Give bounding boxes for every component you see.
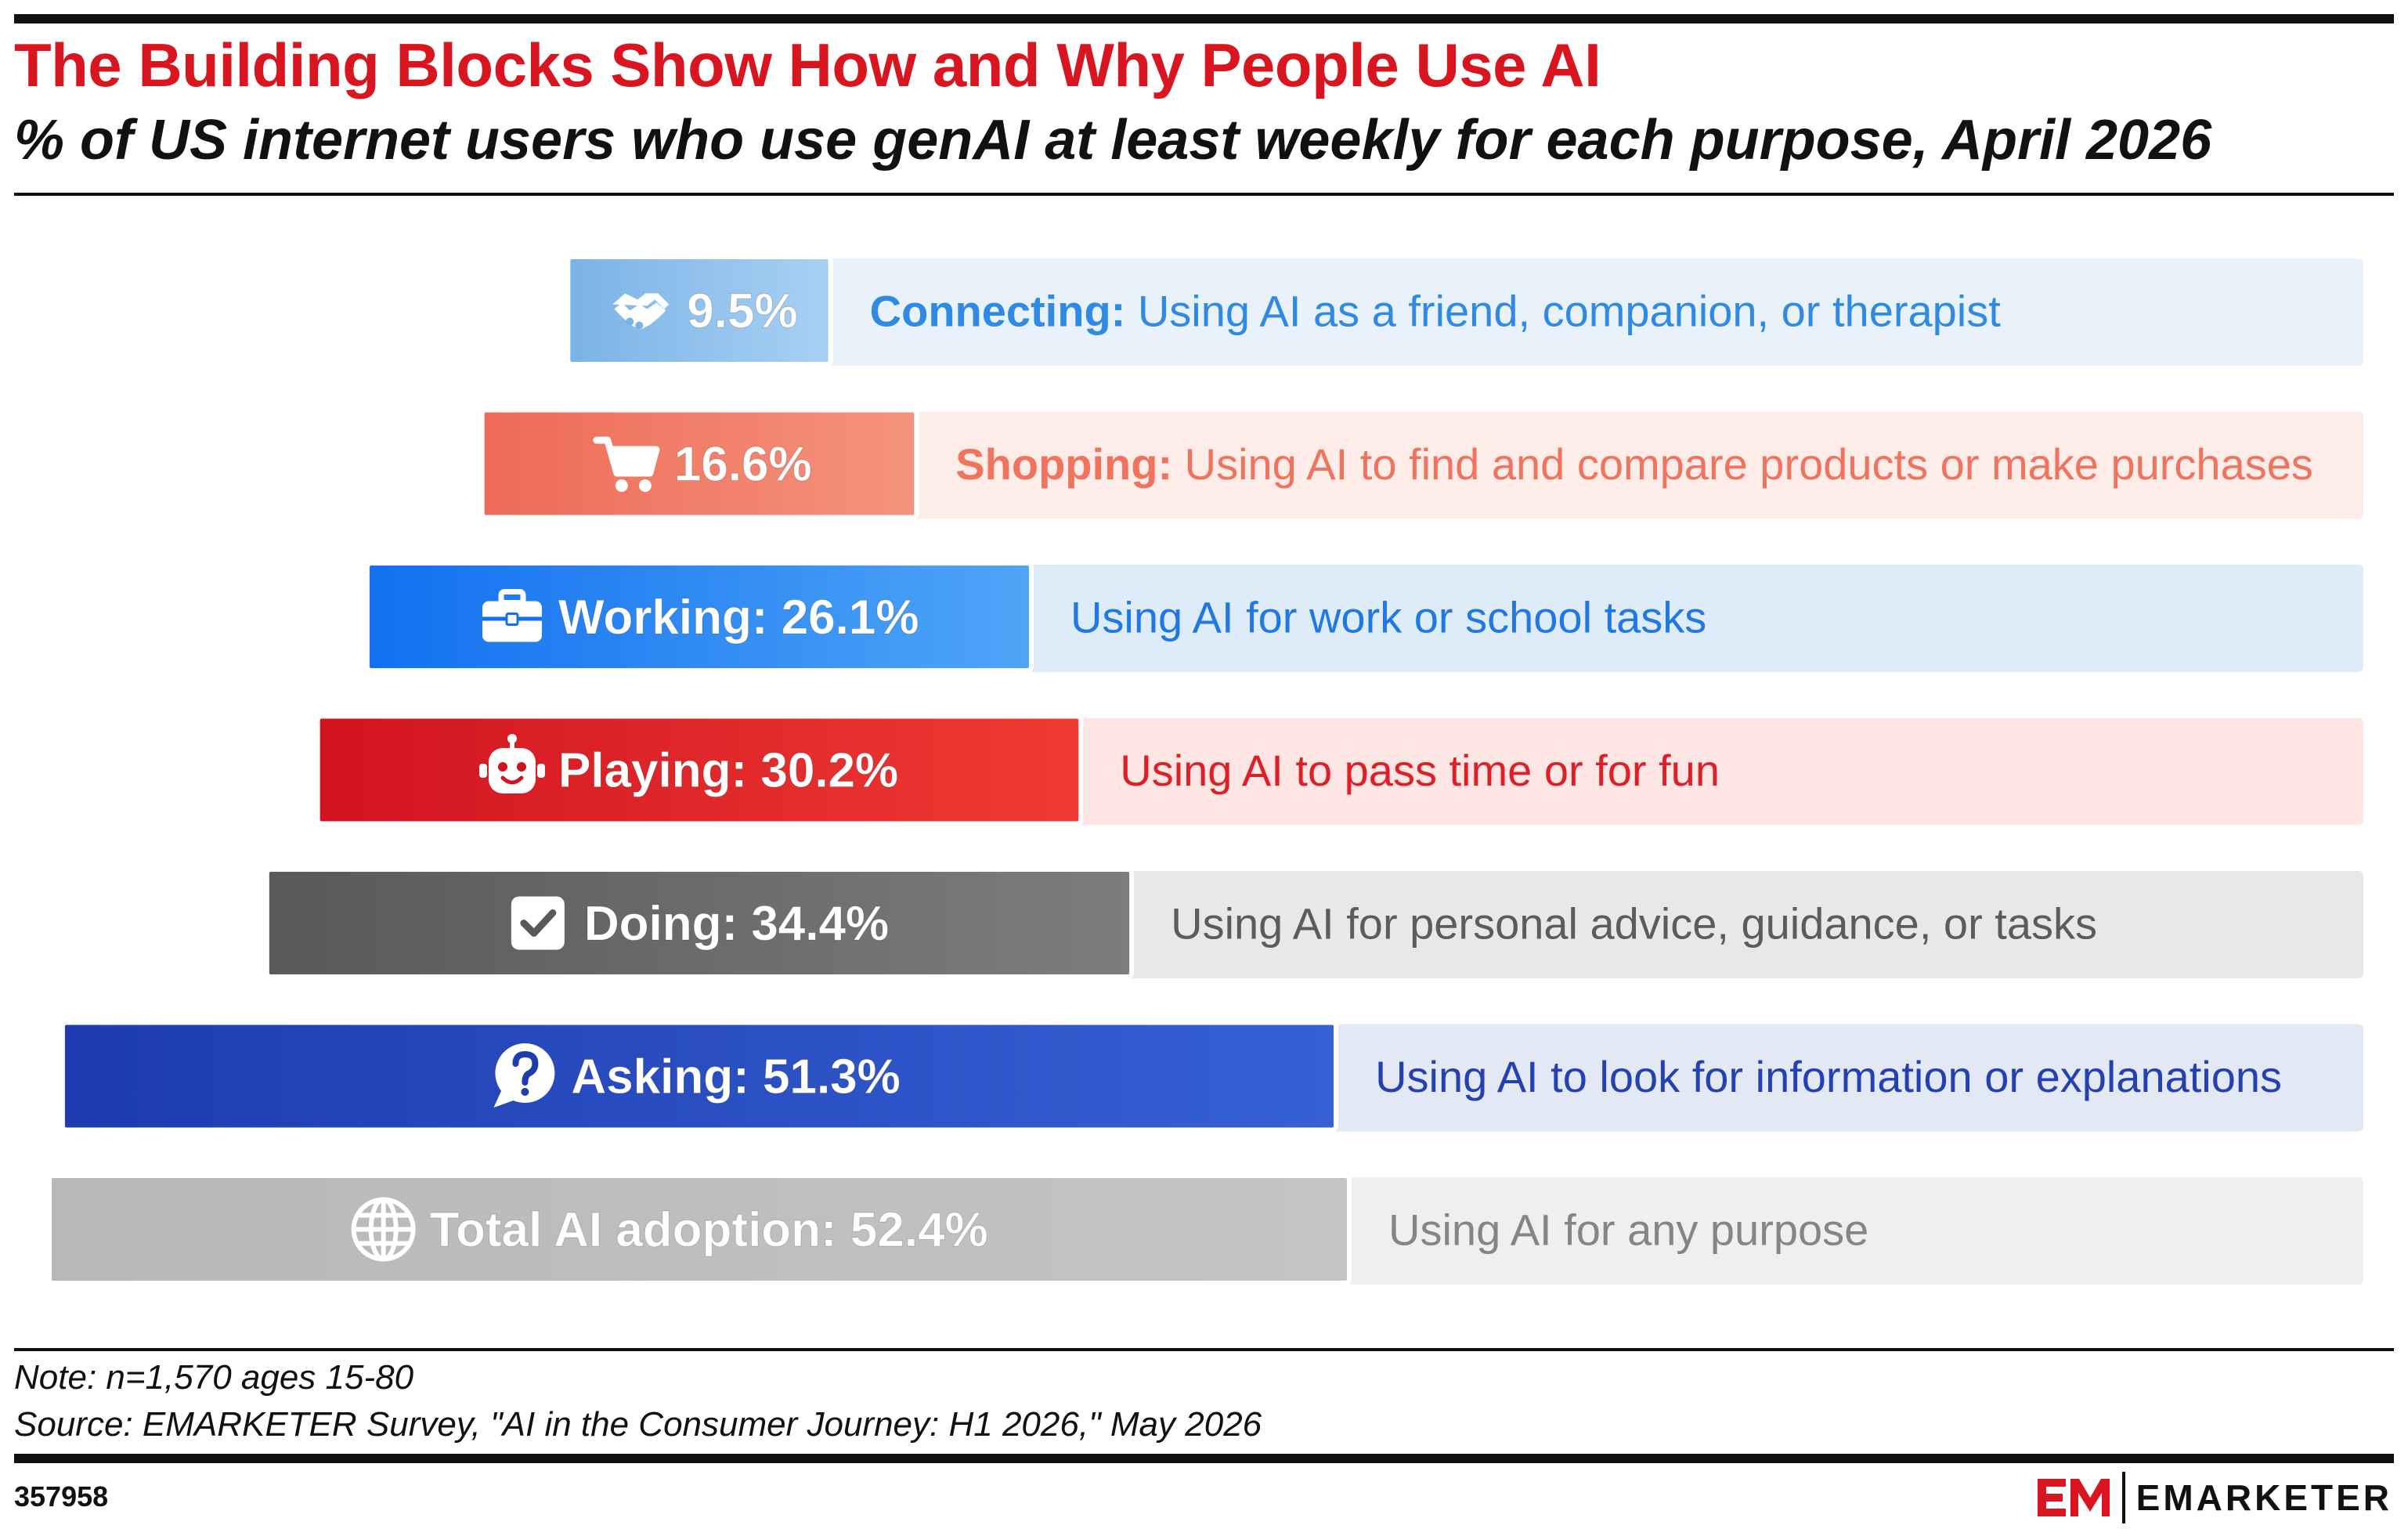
description-panel: [825, 258, 2363, 366]
bar-row: 9.5% Connecting: Using AI as a friend, co…: [565, 255, 2363, 367]
description-text: Using AI for work or school tasks: [1070, 593, 1706, 642]
shopping-cart-icon: [593, 436, 660, 492]
brand-separator: [2121, 1472, 2125, 1523]
description-label: Using AI as a friend, companion, or ther…: [1138, 287, 2001, 336]
bar-row: Working: 26.1% Using AI for work or schoo…: [365, 561, 2363, 673]
description-text: Using AI for any purpose: [1388, 1205, 1868, 1255]
description-text: Using AI for personal advice, guidance, …: [1171, 899, 2097, 949]
description-label: Using AI for work or school tasks: [1070, 593, 1706, 642]
footnote: Note: n=1,570 ages 15-80: [14, 1358, 414, 1397]
robot-icon: [478, 734, 545, 793]
bar-row: 16.6% Shopping: Using AI to find and comp…: [479, 407, 2363, 520]
bar-value-label: 16.6%: [674, 438, 812, 492]
description-panel: [1331, 1024, 2363, 1132]
bar: [565, 255, 833, 367]
description-label: Using AI to pass time or for fun: [1120, 746, 1720, 795]
chart-id: 357958: [14, 1480, 109, 1513]
chart-subtitle: % of US internet users who use genAI at …: [14, 109, 2212, 172]
em-logo-icon: [2037, 1479, 2110, 1516]
description-text: Using AI to look for information or expl…: [1375, 1052, 2282, 1101]
brand-lockup[interactable]: EMARKETER: [2034, 1468, 2392, 1527]
em-logo-e: [2037, 1479, 2066, 1516]
bar: [60, 1020, 1339, 1133]
bar-value-label: Working: 26.1%: [558, 591, 919, 645]
description-label: Using AI to look for information or expl…: [1375, 1052, 2282, 1101]
bar: [264, 867, 1135, 979]
description-panel: [1345, 1177, 2363, 1285]
description-text: Connecting: Using AI as a friend, compan…: [870, 287, 2002, 336]
checkbox-icon: [511, 896, 565, 950]
bar-value-label: Doing: 34.4%: [584, 897, 889, 951]
globe-icon: [351, 1197, 416, 1262]
description-label: Using AI to find and compare products or…: [1185, 439, 2313, 489]
bar-chart: 9.5% Connecting: Using AI as a friend, co…: [46, 255, 2363, 1285]
description-label: Using AI for personal advice, guidance, …: [1171, 899, 2097, 949]
description-text: Using AI to pass time or for fun: [1120, 746, 1720, 795]
em-logo-m: [2070, 1479, 2110, 1516]
top-rule: [14, 14, 2394, 23]
bar-value-label: 9.5%: [687, 284, 797, 338]
bar-row: Doing: 34.4% Using AI for personal advice…: [264, 867, 2363, 979]
category-label: Shopping:: [955, 439, 1184, 489]
description-panel: [1076, 717, 2363, 826]
bar: [479, 407, 919, 520]
question-bubble-icon: [493, 1043, 555, 1108]
bar-row: Asking: 51.3% Using AI to look for inform…: [60, 1020, 2363, 1133]
chart-title: The Building Blocks Show How and Why Peo…: [14, 31, 1601, 99]
subtitle-rule: [14, 193, 2394, 196]
source-note: Source: EMARKETER Survey, "AI in the Con…: [14, 1405, 1262, 1444]
bar: [365, 561, 1034, 673]
briefcase-icon: [482, 589, 542, 642]
handshake-icon: [612, 293, 670, 330]
bar-value-label: Playing: 30.2%: [558, 744, 898, 798]
bar-row: Playing: 30.2% Using AI to pass time or f…: [315, 714, 2363, 826]
brand-name: EMARKETER: [2135, 1477, 2392, 1518]
description-panel: [1026, 565, 2363, 672]
description-label: Using AI for any purpose: [1388, 1205, 1868, 1255]
description-panel: [912, 411, 2363, 519]
description-panel: [1127, 871, 2363, 978]
bar: [315, 714, 1084, 826]
description-text: Shopping: Using AI to find and compare p…: [955, 439, 2313, 489]
bar-row: Total AI adoption: 52.4% Using AI for any…: [46, 1173, 2363, 1285]
bar-value-label: Total AI adoption: 52.4%: [430, 1203, 988, 1257]
footer-rule: [14, 1348, 2394, 1351]
category-label: Connecting:: [870, 287, 1138, 336]
bottom-rule: [14, 1454, 2394, 1463]
bar-value-label: Asking: 51.3%: [571, 1050, 900, 1104]
